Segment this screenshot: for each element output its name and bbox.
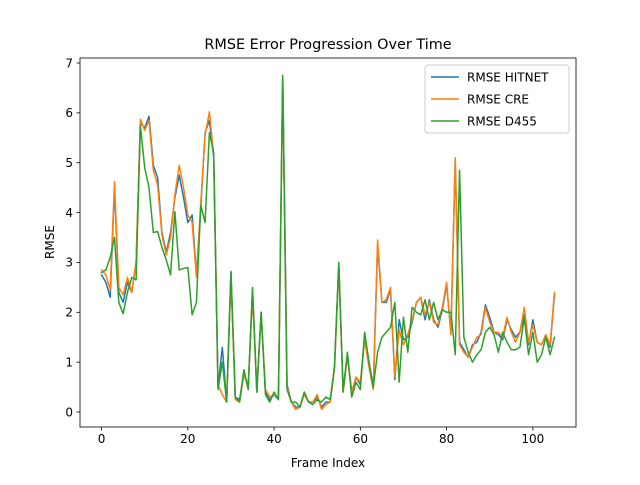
y-axis: 0 1 2 3 4 5 6 7 [65,56,80,419]
x-tick-label: 100 [521,432,544,446]
series-line-1 [100,84,556,411]
y-tick-label: 2 [65,306,73,320]
legend: RMSE HITNET RMSE CRE RMSE D455 [424,64,570,134]
y-tick-label: 0 [65,405,73,419]
chart-title: RMSE Error Progression Over Time [204,37,451,53]
x-axis: 0 20 40 60 80 100 [98,427,544,446]
y-tick-label: 1 [65,355,73,369]
x-tick-label: 40 [266,432,281,446]
y-axis-label: RMSE [43,225,57,259]
legend-label-2: RMSE D455 [467,115,537,129]
y-tick-label: 7 [65,56,73,70]
series-line-2 [100,74,556,408]
plot-lines [100,74,556,411]
y-tick-label: 5 [65,156,73,170]
x-tick-label: 80 [439,432,454,446]
plot-frame [79,57,577,428]
series-line-0 [100,74,556,408]
x-tick-label: 20 [180,432,195,446]
legend-box [424,64,570,134]
legend-label-0: RMSE HITNET [467,71,549,85]
y-tick-label: 4 [65,206,73,220]
y-tick-label: 6 [65,106,73,120]
x-axis-label: Frame Index [291,456,365,470]
y-tick-label: 3 [65,256,73,270]
x-tick-label: 60 [353,432,368,446]
x-tick-label: 0 [98,432,106,446]
legend-label-1: RMSE CRE [467,93,529,107]
